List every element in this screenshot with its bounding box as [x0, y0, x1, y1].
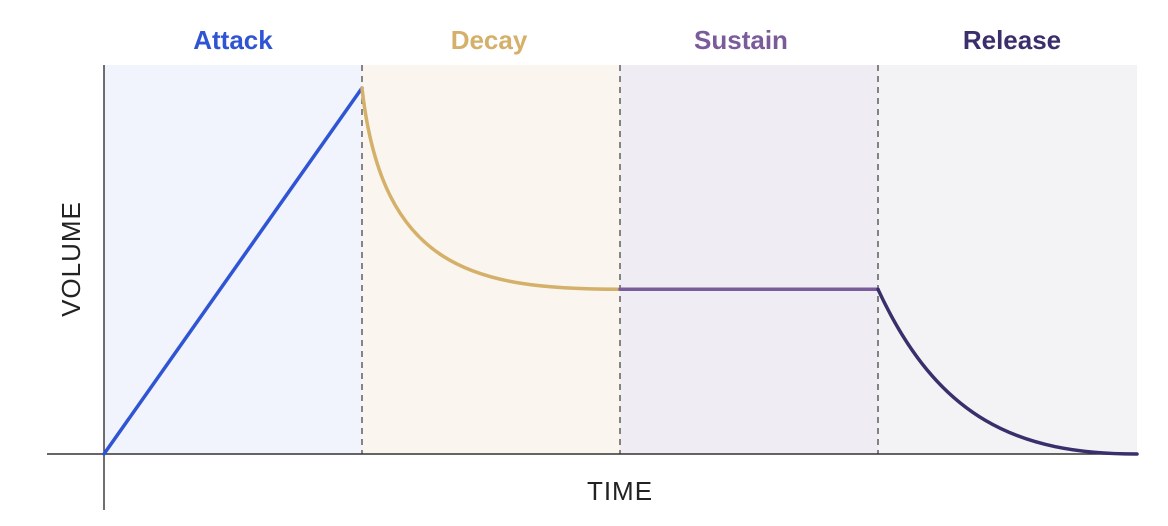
x-axis-label: TIME: [587, 476, 653, 506]
y-axis-label: VOLUME: [56, 201, 86, 317]
release-band: [878, 65, 1137, 454]
release-label: Release: [963, 25, 1061, 55]
attack-band: [104, 65, 362, 454]
sustain-band: [620, 65, 878, 454]
decay-band: [362, 65, 620, 454]
release-curve: [876, 287, 1139, 456]
envelope-curves: [102, 86, 1139, 456]
sustain-label: Sustain: [694, 25, 788, 55]
phase-bands: [104, 65, 1137, 454]
attack-curve: [102, 86, 364, 456]
decay-label: Decay: [451, 25, 528, 55]
phase-labels: Attack Decay Sustain Release: [193, 25, 1061, 55]
phase-dividers: [361, 65, 879, 454]
axes: [47, 65, 1137, 510]
decay-curve: [360, 86, 622, 292]
attack-label: Attack: [193, 25, 273, 55]
